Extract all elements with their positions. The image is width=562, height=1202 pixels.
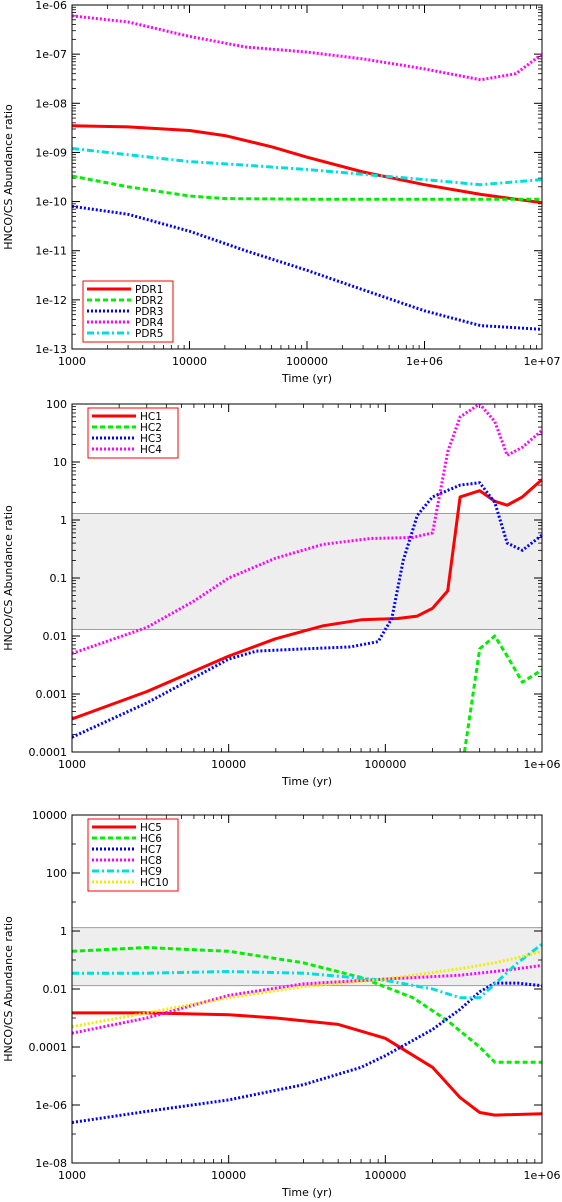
series-line-hc3 [72,481,542,739]
series-line-pdr3 [72,204,542,331]
series-lines [72,14,542,331]
legend-label-hc6: HC6 [140,833,162,845]
y-tick-label: 1 [60,514,67,527]
x-tick-label: 100000 [364,758,406,771]
x-tick-label: 1e+06 [524,1169,561,1182]
y-tick-label: 1e-11 [35,245,67,258]
minor-ticks [72,815,542,1163]
y-tick-label: 0.01 [43,630,68,643]
series-lines [72,943,542,1124]
legend-label-hc5: HC5 [140,822,162,834]
chart-3: 1000 10000 100000 1e+06 1e-08 1e-06 0.0001 0.01… [2,809,560,1199]
plot-frame [71,814,543,1164]
x-tick-label: 1e+06 [524,758,561,771]
legend-label-pdr2: PDR2 [135,295,163,307]
series-line-pdr4 [72,14,542,82]
y-tick-label: 1e-09 [35,146,67,159]
shaded-band [71,927,543,987]
x-tick-label: 1000 [58,355,86,368]
x-axis-label: Time (yr) [281,1186,332,1199]
y-tick-label: 1e-07 [35,48,67,61]
legend-label-pdr1: PDR1 [135,284,163,296]
y-tick-label: 0.0001 [29,746,68,759]
y-tick-label: 1e-08 [35,97,67,110]
minor-ticks [72,5,542,349]
y-tick-label: 100 [46,867,67,880]
plot-frame [71,403,543,753]
legend-label-pdr4: PDR4 [135,317,164,329]
series-line-hc1 [72,478,542,721]
x-tick-label: 10000 [172,355,207,368]
y-axis-label: HNCO/CS Abundance ratio [2,916,15,1062]
legend-label-hc2: HC2 [140,422,162,434]
x-tick-label: 100000 [286,355,328,368]
minor-ticks [72,404,542,752]
series-line-hc10 [72,949,542,1029]
legend-label-hc8: HC8 [140,855,162,867]
x-axis-label: Time (yr) [281,775,332,788]
series-line-pdr1 [72,124,542,205]
x-tick-label: 10000 [211,758,246,771]
x-tick-label: 10000 [211,1169,246,1182]
series-line-hc2 [463,634,542,752]
series-line-pdr5 [72,147,542,187]
legend-label-pdr3: PDR3 [135,306,163,318]
y-tick-label: 1e-12 [35,294,67,307]
series-line-hc6 [72,946,542,1064]
x-tick-label: 1000 [58,1169,86,1182]
x-tick-label: 1000 [58,758,86,771]
y-tick-label: 1e-13 [35,343,67,356]
y-tick-label: 1e-08 [35,1157,67,1170]
y-tick-label: 1e-06 [35,0,67,12]
y-tick-label: 0.01 [43,983,68,996]
y-axis-label: HNCO/CS Abundance ratio [2,104,15,250]
series-line-hc7 [72,981,542,1124]
y-tick-label: 1e-10 [35,196,67,209]
y-tick-label: 10 [53,456,67,469]
x-axis-label: Time (yr) [281,372,332,385]
y-tick-label: 1 [60,925,67,938]
series-lines [72,404,542,752]
plot-frame [71,4,543,350]
x-tick-label: 100000 [364,1169,406,1182]
legend-box [87,818,179,892]
y-axis-label: HNCO/CS Abundance ratio [2,505,15,651]
y-tick-label: 100 [46,398,67,411]
series-line-hc9 [72,943,542,1000]
y-tick-label: 0.1 [50,572,68,585]
series-line-pdr2 [72,174,542,201]
legend-label-hc3: HC3 [140,433,162,445]
legend-label-hc9: HC9 [140,866,162,878]
legend-label-hc10: HC10 [140,877,169,889]
y-tick-label: 10000 [32,809,67,822]
shaded-band [71,512,543,630]
legend-label-hc7: HC7 [140,844,162,856]
series-line-hc5 [72,1011,542,1117]
y-tick-label: 0.001 [36,688,68,701]
y-tick-label: 0.0001 [29,1041,68,1054]
legend-label-hc4: HC4 [140,444,162,456]
x-tick-label: 1e+07 [524,355,561,368]
y-tick-label: 1e-06 [35,1099,67,1112]
x-tick-label: 1e+06 [406,355,443,368]
series-line-hc4 [72,404,542,655]
legend-label-hc1: HC1 [140,411,162,423]
chart-2: 1000 10000 100000 1e+06 0.0001 0.001 0.01 0.1 1 1… [2,398,560,788]
chart-1: 1000 10000 100000 1e+06 1e+07 1e-13 1e-12 1e-11… [2,0,560,385]
legend-label-pdr5: PDR5 [135,328,163,340]
